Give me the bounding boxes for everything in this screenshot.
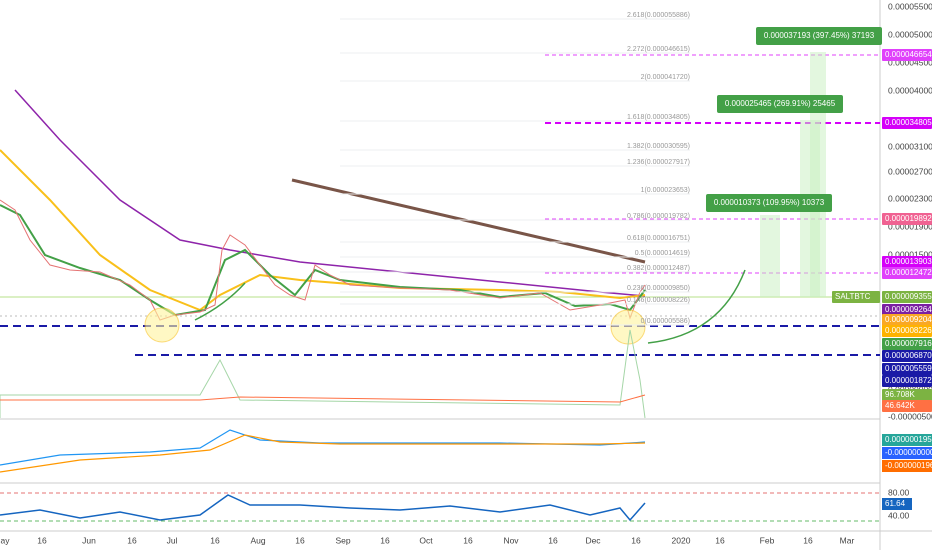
time-tick-label: Feb xyxy=(760,535,775,545)
price-badge xyxy=(882,267,932,279)
price-badge-label: 0.000013903 xyxy=(885,257,932,266)
fib-label: 2(0.000041720) xyxy=(641,74,690,81)
fib-label: 1.382(0.000030595) xyxy=(627,143,690,150)
price-badge-label: 96.708K xyxy=(885,390,915,399)
price-badge xyxy=(882,350,932,362)
price-badge-label: 46.642K xyxy=(885,401,915,410)
rsi-badge xyxy=(882,498,912,510)
price-badge-label: 0.000009355 xyxy=(885,292,932,301)
price-badge-label: 0.000009204 xyxy=(885,315,932,324)
time-tick-label: Jun xyxy=(82,535,96,545)
fib-label: 0.5(0.000014619) xyxy=(635,250,690,257)
time-tick-label: 16 xyxy=(548,535,558,545)
target-box xyxy=(756,27,882,45)
price-badge-label: 0.000007916 xyxy=(885,339,932,348)
price-badge-label: 0.000005559 xyxy=(885,364,932,373)
rsi-tick-label: 80.00 xyxy=(888,487,910,497)
price-badge xyxy=(882,338,932,350)
price-badge xyxy=(882,375,932,387)
macd-badge xyxy=(882,434,932,446)
fib-label: 1.236(0.000027917) xyxy=(627,159,690,166)
price-badge-label: 0.000001872 xyxy=(885,376,932,385)
fib-label: 2.618(0.000055886) xyxy=(627,12,690,19)
time-tick-label: 16 xyxy=(295,535,305,545)
fib-label: 0.382(0.000012487) xyxy=(627,265,690,272)
time-tick-label: Dec xyxy=(585,535,601,545)
macd-badge-label: -0.000000196 xyxy=(885,461,932,470)
time-tick-label: Aug xyxy=(250,535,265,545)
fib-label: 1(0.000023653) xyxy=(641,187,690,194)
time-tick-label: 16 xyxy=(715,535,725,545)
time-tick-label: 16 xyxy=(463,535,473,545)
time-tick-label: 16 xyxy=(37,535,47,545)
price-badge-label: 0.000009264 xyxy=(885,305,932,314)
fib-label: 0(0.000005586) xyxy=(641,318,690,325)
price-badge xyxy=(882,363,932,375)
target-label: 0.000025465 (269.91%) 25465 xyxy=(725,99,836,108)
price-badge xyxy=(832,291,880,303)
price-badge xyxy=(882,325,932,337)
time-tick-label: 16 xyxy=(380,535,390,545)
macd-badge xyxy=(882,447,932,459)
fib-label: 2.272(0.000046615) xyxy=(627,46,690,53)
price-tick-label: 0.000015000 xyxy=(888,249,932,259)
time-tick-label: 16 xyxy=(803,535,813,545)
macd-badge xyxy=(882,460,932,472)
macd-badge-label: 0.000000195 xyxy=(885,435,932,444)
price-badge xyxy=(882,291,932,303)
fib-label: 1.618(0.000034805) xyxy=(627,114,690,121)
price-badge-label: 0.000012472 xyxy=(885,268,932,277)
price-badge-label: 0.000034805 xyxy=(885,118,932,127)
price-tick-label: -0.000005000 xyxy=(888,411,932,421)
price-badge xyxy=(882,49,932,61)
time-tick-label: Nov xyxy=(503,535,519,545)
price-badge-label: 0.000008226 xyxy=(885,326,932,335)
rsi-tick-label: 40.00 xyxy=(888,510,910,520)
price-badge xyxy=(882,256,932,268)
time-tick-label: Sep xyxy=(335,535,350,545)
time-tick-label: 2020 xyxy=(672,535,691,545)
time-tick-label: Jul xyxy=(167,535,178,545)
fib-label: 0.618(0.000016751) xyxy=(627,235,690,242)
rsi-badge-label: 61.64 xyxy=(885,499,906,508)
target-label: 0.000037193 (397.45%) 37193 xyxy=(764,31,875,40)
price-badge-label: 0.000046654 xyxy=(885,50,932,59)
macd-badge-label: -0.000000000 xyxy=(885,448,932,457)
time-tick-label: 16 xyxy=(210,535,220,545)
price-badge xyxy=(882,389,932,401)
target-box xyxy=(717,95,843,113)
price-badge xyxy=(882,304,932,316)
target-box xyxy=(706,194,832,212)
time-tick-label: ay xyxy=(1,535,11,545)
time-tick-label: 16 xyxy=(127,535,137,545)
fib-label: 0.236(0.000009850) xyxy=(627,285,690,292)
price-badge xyxy=(882,117,932,129)
price-badge-label: 0.000006870 xyxy=(885,351,932,360)
price-badge xyxy=(882,314,932,326)
target-label: 0.000010373 (109.95%) 10373 xyxy=(714,198,825,207)
time-tick-label: 16 xyxy=(631,535,641,545)
levels xyxy=(0,52,880,522)
time-tick-label: Mar xyxy=(840,535,855,545)
fib-label: 0.786(0.000019782) xyxy=(627,213,690,220)
price-badge xyxy=(882,213,932,225)
price-badge-label: SALTBTC xyxy=(835,292,871,301)
time-tick-label: Oct xyxy=(419,535,433,545)
fib-label: 0.146(0.000008226) xyxy=(627,297,690,304)
price-badge-label: 0.000019892 xyxy=(885,214,932,223)
price-badge xyxy=(882,400,932,412)
